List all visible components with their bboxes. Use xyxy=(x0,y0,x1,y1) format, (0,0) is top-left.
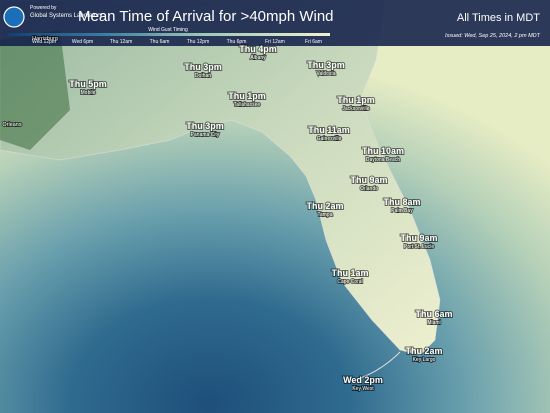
city-name: Albany xyxy=(250,55,266,61)
city-name: Palm Bay xyxy=(391,208,413,214)
city-name: Harrisburg xyxy=(32,36,58,42)
arrival-time: Thu 9am xyxy=(400,233,437,243)
lab-name: Global Systems Laboratory xyxy=(30,13,102,19)
terrain xyxy=(0,30,70,150)
city-name: Valdosta xyxy=(316,71,335,77)
city-name: Miami xyxy=(427,320,440,326)
legend-tick: Thu 6am xyxy=(150,39,170,45)
legend-bar xyxy=(8,33,330,36)
city-name: Dothan xyxy=(195,73,211,79)
arrival-time: Thu 4pm xyxy=(239,44,277,54)
title: Mean Time of Arrival for >40mph Wind xyxy=(78,8,334,25)
logo xyxy=(3,6,25,28)
legend-tick: Thu 12pm xyxy=(187,39,210,45)
arrival-time: Thu 3pm xyxy=(307,60,345,70)
city-name: Daytona Beach xyxy=(366,157,400,163)
arrival-time: Thu 2am xyxy=(405,346,442,356)
header-bar xyxy=(0,0,550,46)
city-name: Port St. Lucie xyxy=(404,244,434,250)
legend-tick: Fri 12am xyxy=(265,39,285,45)
arrival-time: Thu 1pm xyxy=(228,91,266,101)
arrival-time: Thu 1am xyxy=(331,268,368,278)
legend-tick: Thu 12am xyxy=(110,39,133,45)
city-name: Mobile xyxy=(81,90,96,96)
city-name: Key West xyxy=(352,386,374,392)
arrival-time: Thu 1pm xyxy=(337,95,375,105)
legend-tick: Thu 6pm xyxy=(227,39,247,45)
legend-tick: Wed 12pm xyxy=(32,39,56,45)
city-name: Jacksonville xyxy=(343,106,370,112)
city-name: Cape Coral xyxy=(337,279,362,285)
legend-tick: Fri 6am xyxy=(305,39,322,45)
times-note: All Times in MDT xyxy=(457,12,540,24)
land xyxy=(0,0,441,356)
city-name: Key Largo xyxy=(413,357,436,363)
arrival-time: Thu 8am xyxy=(383,197,420,207)
city-name: Tampa xyxy=(317,212,332,218)
arrival-time: Thu 10am xyxy=(362,146,404,156)
city-name: Panama City xyxy=(191,132,220,138)
arrival-time: Thu 2am xyxy=(306,201,343,211)
arrival-time: Thu 3pm xyxy=(184,62,222,72)
arrival-time: Thu 5pm xyxy=(69,79,107,89)
issued: Issued: Wed, Sep 25, 2024, 2 pm MDT xyxy=(445,33,541,39)
arrival-time: Wed 2pm xyxy=(343,375,383,385)
city-name: Orlando xyxy=(360,186,378,192)
legend-title: Wind Gust Timing xyxy=(148,27,188,33)
city-name: Orleans xyxy=(2,122,22,128)
arrival-time: Thu 3pm xyxy=(186,121,224,131)
city-name: Tallahassee xyxy=(234,102,261,108)
arrival-time: Thu 9am xyxy=(350,175,387,185)
legend-tick: Wed 6pm xyxy=(72,39,93,45)
keys xyxy=(354,351,401,381)
arrival-time: Thu 11am xyxy=(308,125,350,135)
powered-by: Powered by xyxy=(30,5,57,11)
arrival-time: Thu 6am xyxy=(415,309,452,319)
city-name: Gainesville xyxy=(317,136,342,142)
